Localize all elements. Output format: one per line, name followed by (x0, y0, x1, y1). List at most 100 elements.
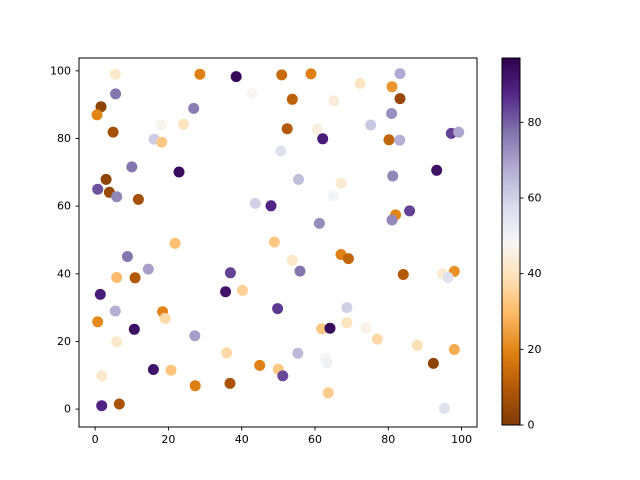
scatter-point (276, 69, 288, 81)
scatter-point (305, 68, 317, 80)
colorbar-tick-label: 20 (528, 343, 542, 356)
scatter-point (324, 322, 336, 334)
x-tick-label: 80 (381, 433, 395, 446)
scatter-point (327, 190, 339, 202)
scatter-point (286, 93, 298, 105)
scatter-point (91, 109, 103, 121)
scatter-point (360, 322, 372, 334)
scatter-point (397, 269, 409, 280)
scatter-point (147, 364, 159, 375)
y-tick-label: 40 (57, 267, 71, 280)
scatter-point (194, 68, 206, 80)
scatter-point (313, 217, 325, 229)
scatter-point (109, 68, 121, 80)
scatter-point (254, 359, 266, 371)
y-tick-label: 20 (57, 335, 71, 348)
scatter-point (448, 344, 460, 355)
scatter-point (110, 88, 122, 100)
scatter-point (335, 177, 347, 189)
scatter-point (394, 68, 406, 80)
colorbar-tick-label: 0 (528, 419, 535, 432)
scatter-point (177, 118, 189, 130)
scatter-points (91, 68, 465, 414)
scatter-point (173, 166, 185, 178)
scatter-point (268, 236, 280, 248)
scatter-point (129, 272, 141, 284)
scatter-point (341, 317, 353, 329)
colorbar-tick-label: 40 (528, 267, 542, 280)
x-tick-label: 40 (235, 433, 249, 446)
scatter-point (281, 123, 293, 135)
scatter-point (230, 71, 242, 83)
y-tick-label: 60 (57, 200, 71, 213)
y-tick-label: 100 (50, 64, 71, 77)
scatter-point (126, 161, 138, 173)
scatter-point (113, 398, 125, 410)
scatter-point (311, 123, 323, 135)
scatter-point (294, 265, 306, 277)
colorbar-tick-label: 60 (528, 191, 542, 204)
scatter-point (188, 102, 200, 114)
scatter-point (96, 370, 108, 382)
scatter-point (427, 357, 439, 369)
scatter-point (354, 77, 366, 89)
scatter-point (111, 191, 123, 203)
scatter-point (128, 323, 140, 335)
scatter-point (292, 347, 304, 359)
scatter-point (431, 164, 443, 176)
scatter-point (92, 316, 104, 328)
scatter-point (317, 133, 329, 145)
scatter-point (442, 272, 454, 283)
scatter-point (386, 108, 398, 119)
scatter-point (96, 400, 108, 412)
scatter-point (322, 387, 334, 399)
x-tick-label: 0 (92, 433, 99, 446)
scatter-point (286, 254, 298, 266)
x-tick-label: 60 (308, 433, 322, 446)
scatter-point (237, 284, 248, 296)
axes-spines (78, 57, 478, 428)
scatter-point (328, 95, 340, 107)
y-tick-label: 0 (64, 403, 71, 416)
scatter-point (155, 119, 167, 131)
scatter-point (386, 81, 398, 93)
scatter-point (383, 134, 395, 146)
scatter-point (365, 119, 377, 131)
x-axis: 0 20 40 60 80 100 (92, 427, 472, 446)
scatter-point (275, 145, 287, 157)
scatter-point (293, 173, 304, 185)
scatter-point (342, 253, 354, 265)
scatter-point (156, 136, 168, 148)
scatter-point (438, 402, 450, 414)
scatter-point (394, 134, 406, 146)
x-tick-label: 100 (451, 433, 472, 446)
x-tick-label: 20 (161, 433, 175, 446)
scatter-point (189, 330, 201, 342)
scatter-point (404, 205, 416, 217)
scatter-point (220, 286, 232, 298)
scatter-point (132, 193, 144, 205)
colorbar: 0 20 40 60 80 (501, 57, 542, 432)
scatter-point (371, 333, 383, 345)
colorbar-tick-label: 80 (528, 116, 542, 129)
scatter-point (121, 251, 133, 262)
scatter-point (107, 126, 119, 138)
scatter-point (272, 303, 284, 315)
colorbar-outline (501, 57, 521, 426)
y-axis: 0 20 40 60 80 100 (50, 64, 79, 416)
colorbar-bar (502, 58, 520, 425)
scatter-point (341, 302, 353, 314)
scatter-point (246, 88, 258, 99)
scatter-point (387, 170, 399, 182)
scatter-point (386, 214, 398, 226)
scatter-point (165, 364, 177, 376)
scatter-point (111, 336, 123, 348)
scatter-point (169, 237, 181, 249)
scatter-point (224, 377, 236, 389)
scatter-point (100, 173, 112, 185)
scatter-point (189, 380, 201, 392)
scatter-point (453, 126, 465, 138)
scatter-point (94, 288, 106, 300)
y-tick-label: 80 (57, 132, 71, 145)
